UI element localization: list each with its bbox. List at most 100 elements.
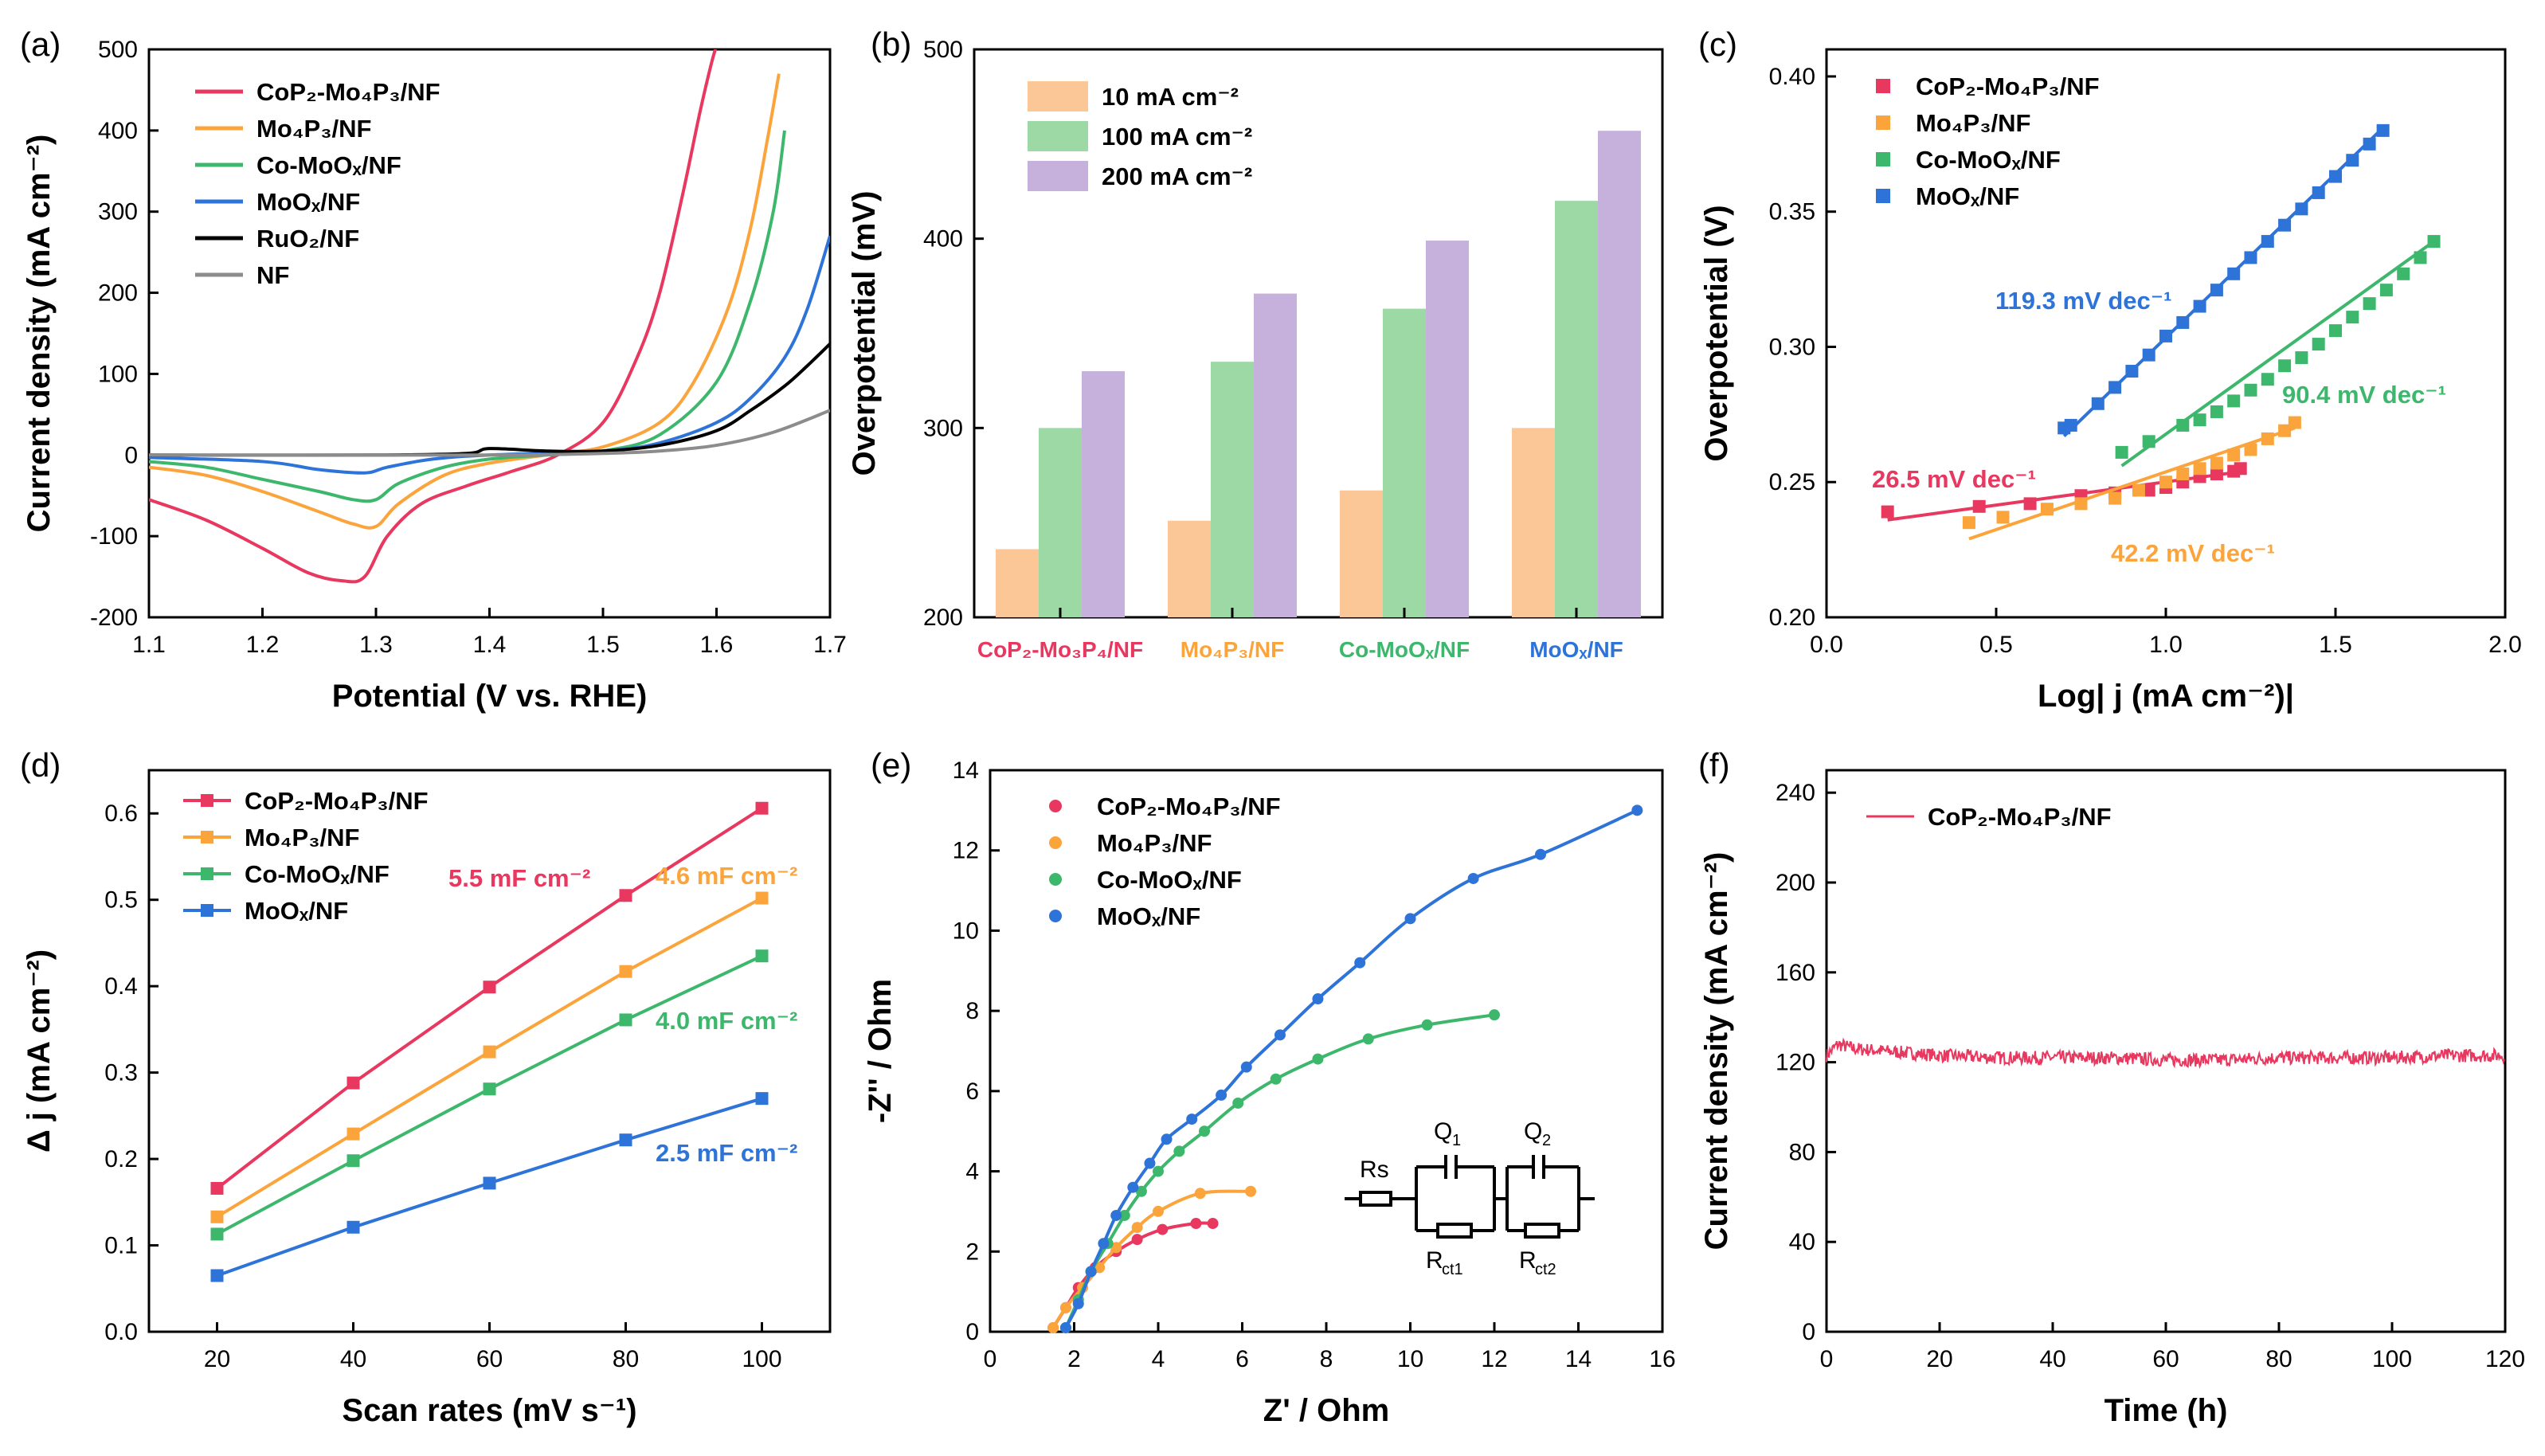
data-point (755, 891, 769, 905)
y-tick-label: 0.30 (1769, 334, 1815, 360)
data-point (1190, 1218, 1202, 1230)
data-point (1153, 1205, 1164, 1217)
x-tick-label: 1.2 (246, 632, 280, 658)
data-point (1962, 516, 1975, 530)
legend-label: 100 mA cm⁻² (1102, 123, 1252, 151)
y-tick-label: 240 (1776, 780, 1815, 806)
y-tick-label: 0.6 (104, 800, 138, 827)
data-point (1161, 1133, 1173, 1145)
x-axis-label: Potential (V vs. RHE) (332, 679, 648, 714)
data-point (1312, 1053, 1324, 1065)
y-tick-label: 0.20 (1769, 605, 1815, 631)
data-point (1996, 511, 2010, 524)
data-point (2125, 365, 2139, 378)
data-point (2210, 405, 2223, 418)
x-axis-label: Z' / Ohm (1263, 1393, 1389, 1428)
legend-label: RuO₂/NF (256, 225, 359, 252)
legend-marker (201, 794, 213, 807)
data-point (347, 1154, 360, 1168)
cpe-element (1444, 1155, 1545, 1179)
x-tick-label: 40 (2039, 1346, 2065, 1372)
data-point (1131, 1222, 1143, 1234)
chart-b: 200 300 400 500 CoP₂-Mo₃P₄/NF Mo₄P₃/NF Co-MoOₓ… (847, 25, 1664, 662)
y-tick-label: -100 (90, 523, 138, 550)
x-axis-label: Time (h) (2105, 1393, 2228, 1428)
y-tick-label: 120 (1776, 1050, 1815, 1076)
data-point (1110, 1242, 1122, 1254)
panel-label: (d) (20, 746, 61, 784)
data-point (210, 1181, 224, 1195)
bar (1598, 131, 1641, 618)
rct2-label: R (1519, 1247, 1537, 1274)
data-point (1489, 1009, 1500, 1021)
data-point (483, 1045, 496, 1059)
x-category-label: CoP₂-Mo₃P₄/NF (977, 637, 1143, 662)
data-point (2091, 397, 2105, 410)
circuit-wire (1391, 1165, 1595, 1232)
legend-swatch (1049, 836, 1062, 849)
y-tick-label: 0.3 (104, 1060, 138, 1086)
x-tick-label: 1.1 (132, 632, 166, 658)
data-point (2427, 235, 2441, 249)
legend-label: 200 mA cm⁻² (1102, 162, 1252, 190)
legend-label: 10 mA cm⁻² (1102, 83, 1239, 111)
data-point (2261, 432, 2274, 445)
data-point (1199, 1125, 1211, 1137)
legend-label: Co-MoOₓ/NF (1097, 866, 1242, 894)
y-tick-label: 0.0 (104, 1319, 138, 1345)
y-axis-label: -Z'' / Ohm (863, 979, 898, 1123)
data-point (2210, 456, 2223, 470)
data-point (2227, 448, 2241, 462)
slope-label: 4.0 mF cm⁻² (656, 1007, 797, 1035)
data-point (347, 1127, 360, 1141)
y-tick-label: 4 (965, 1159, 979, 1185)
y-tick-label: 0.40 (1769, 64, 1815, 90)
data-point (2244, 443, 2257, 456)
series-line (149, 49, 718, 584)
data-point (2295, 351, 2308, 365)
y-tick-label: 10 (953, 918, 979, 944)
data-point (1157, 1223, 1169, 1235)
q2-subscript: 2 (1542, 1132, 1551, 1149)
data-point (1421, 1019, 1433, 1031)
data-point (2414, 251, 2427, 264)
series-line (149, 73, 781, 530)
data-point (2261, 235, 2274, 249)
legend-swatch (1876, 115, 1890, 130)
panel-label: (e) (871, 746, 911, 784)
data-point (1535, 848, 1547, 860)
legend-swatch (1049, 910, 1062, 922)
x-tick-label: 40 (340, 1346, 366, 1372)
data-point (2288, 416, 2301, 429)
data-point (619, 965, 632, 978)
x-tick-label: 1.7 (813, 632, 847, 658)
y-tick-label: 2 (965, 1239, 979, 1265)
data-point (2295, 202, 2308, 216)
rct1-subscript: ct1 (1442, 1261, 1463, 1278)
data-point (1118, 1209, 1130, 1221)
legend-label: Mo₄P₃/NF (256, 115, 371, 143)
data-point (1312, 993, 1324, 1005)
data-point (2312, 186, 2325, 199)
equivalent-circuit (1345, 1155, 1595, 1239)
x-category-label: MoOₓ/NF (1529, 637, 1623, 662)
slope-label: 4.6 mF cm⁻² (656, 862, 797, 890)
x-tick-label: 12 (1481, 1346, 1507, 1372)
chart-d: 20 40 60 80 100 0.0 0.1 0.2 0.3 0.4 0.5 0.6 Scan rat… (20, 746, 832, 1428)
data-point (1362, 1033, 1374, 1045)
data-point (2108, 381, 2122, 394)
x-tick-label: 1.3 (359, 632, 393, 658)
data-point (483, 1176, 496, 1190)
data-point (619, 889, 632, 902)
data-point (1127, 1181, 1139, 1193)
data-point (2379, 284, 2393, 297)
y-tick-label: 0 (965, 1319, 979, 1345)
series-line (149, 130, 786, 503)
rct2-subscript: ct2 (1535, 1261, 1556, 1278)
bar (1254, 293, 1297, 617)
y-tick-label: 200 (1776, 870, 1815, 896)
data-point (1131, 1234, 1143, 1246)
rct2-resistor (1524, 1223, 1560, 1239)
fit-curve (1064, 1013, 1495, 1329)
y-tick-label: -200 (90, 605, 138, 631)
